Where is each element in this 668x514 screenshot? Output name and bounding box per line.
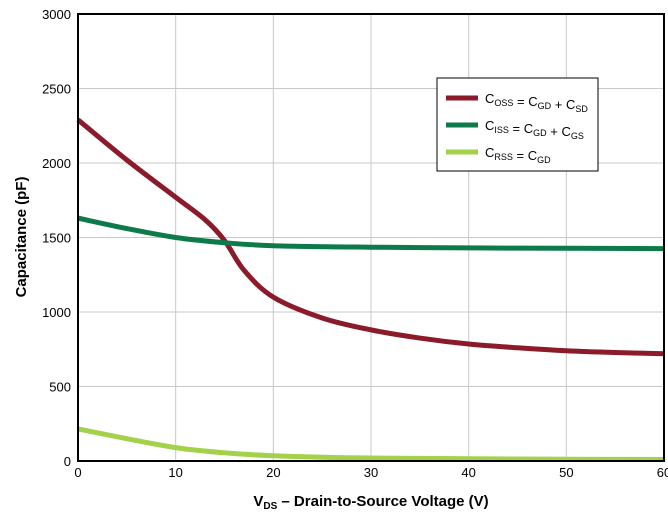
y-axis-title: Capacitance (pF) (13, 177, 30, 298)
series-line-2 (77, 426, 665, 463)
y-tick-label-6: 3000 (42, 7, 71, 22)
x-tick-label-2: 20 (266, 465, 280, 480)
y-tick-label-4: 2000 (42, 156, 71, 171)
y-tick-label-2: 1000 (42, 305, 71, 320)
series-line-0 (76, 117, 665, 357)
y-tick-label-1: 500 (49, 380, 71, 395)
series-layer (76, 117, 665, 463)
y-tick-label-5: 2500 (42, 82, 71, 97)
x-tick-label-4: 40 (461, 465, 475, 480)
x-axis-title: VDS – Drain-to-Source Voltage (V) (253, 493, 488, 512)
x-tick-label-3: 30 (364, 465, 378, 480)
x-tick-label-0: 0 (74, 465, 81, 480)
legend-label-1: CISS = CGD + CGS (485, 118, 584, 141)
x-tick-label-5: 50 (559, 465, 573, 480)
series-line-1 (77, 215, 665, 252)
plot-frame (77, 13, 665, 462)
y-tick-label-3: 1500 (42, 231, 71, 246)
x-tick-label-1: 10 (168, 465, 182, 480)
legend: COSS = CGD + CSD CISS = CGD + CGS CRSS = C… (436, 77, 599, 172)
x-tick-label-6: 60 (657, 465, 668, 480)
legend-label-0: COSS = CGD + CSD (485, 91, 588, 114)
legend-label-2: CRSS = CGD (485, 145, 551, 165)
x-axis-ticks: 0 10 20 30 40 50 60 (74, 465, 668, 480)
y-axis-ticks: 0 500 1000 1500 2000 2500 3000 (42, 7, 71, 469)
y-tick-label-0: 0 (64, 454, 71, 469)
